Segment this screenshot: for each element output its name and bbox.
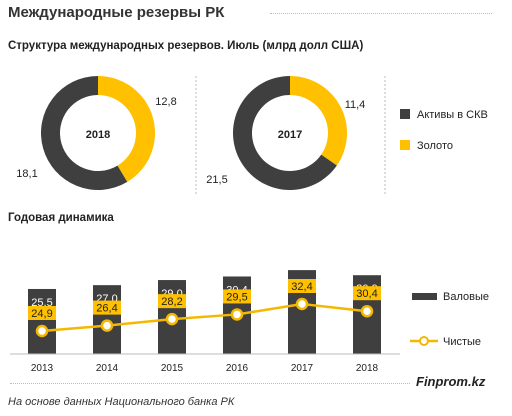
line-value-box xyxy=(93,300,121,315)
legend-label: Валовые xyxy=(443,291,489,303)
annual-chart-legend: Валовые Чистые xyxy=(410,291,489,348)
line-point xyxy=(165,312,179,326)
brand-logo-text: Finprom.kz xyxy=(416,374,486,389)
page-title: Международные резервы РК xyxy=(8,4,225,21)
donut-value-label: 18,1 xyxy=(16,168,37,180)
x-tick-label: 2014 xyxy=(96,363,119,374)
line-value-box xyxy=(28,306,56,320)
line-value-label: 32,4 xyxy=(291,281,312,293)
donut-chart-2017: 2017 21,5 11,4 xyxy=(206,75,366,190)
x-tick-label: 2018 xyxy=(356,363,379,374)
donut-slice-gold xyxy=(98,76,155,182)
x-tick-label: 2015 xyxy=(161,363,184,374)
dynamics-chart-title: Годовая динамика xyxy=(8,212,114,224)
x-tick-label: 2013 xyxy=(31,363,54,374)
line-point xyxy=(295,297,309,311)
legend-label: Активы в СКВ xyxy=(417,109,488,121)
donut-slice-assets xyxy=(233,75,337,190)
line-value-box xyxy=(158,294,186,309)
bar-value-label: 25,5 xyxy=(31,297,52,309)
legend-label: Чистые xyxy=(443,336,481,348)
line-point xyxy=(100,319,114,332)
structure-chart-title: Структура международных резервов. Июль (… xyxy=(8,40,364,52)
legend-swatch-assets xyxy=(400,109,410,119)
line-value-label: 28,2 xyxy=(161,296,182,308)
footer-divider xyxy=(10,383,410,384)
line-value-label: 26,4 xyxy=(96,303,117,315)
legend-swatch-bar xyxy=(412,293,437,300)
line-value-label: 29,5 xyxy=(226,291,247,303)
line-point xyxy=(230,308,244,321)
legend-label: Золото xyxy=(417,140,453,152)
x-tick-label: 2016 xyxy=(226,363,249,374)
line-net xyxy=(41,302,368,333)
line-value-box xyxy=(288,279,316,293)
line-point xyxy=(35,324,49,338)
donut-value-label: 11,4 xyxy=(345,99,366,111)
donut-value-label: 12,8 xyxy=(155,96,176,108)
header-divider xyxy=(270,13,492,14)
line-point xyxy=(360,304,374,318)
donut-chart-2018: 2018 18,1 12,8 xyxy=(16,76,177,191)
legend-swatch-marker xyxy=(419,336,429,346)
donut-slice-gold xyxy=(290,76,347,166)
line-value-box xyxy=(353,286,381,301)
line-value-label: 24,9 xyxy=(31,308,52,320)
x-tick-label: 2017 xyxy=(291,363,314,374)
donut-legend: Активы в СКВ Золото xyxy=(400,109,488,152)
donut-center-label: 2017 xyxy=(278,129,302,141)
source-note: На основе данных Национального банка РК xyxy=(8,396,235,408)
legend-swatch-gold xyxy=(400,140,410,150)
donut-value-label: 21,5 xyxy=(206,174,227,186)
annual-bar-chart: 25,5201327,0201429,0201530,4201632,92017… xyxy=(10,270,400,374)
donut-center-label: 2018 xyxy=(86,129,110,141)
bar-gross xyxy=(28,288,56,354)
line-value-label: 30,4 xyxy=(356,288,377,300)
donut-slice-assets xyxy=(40,76,128,191)
line-value-box xyxy=(223,289,251,304)
